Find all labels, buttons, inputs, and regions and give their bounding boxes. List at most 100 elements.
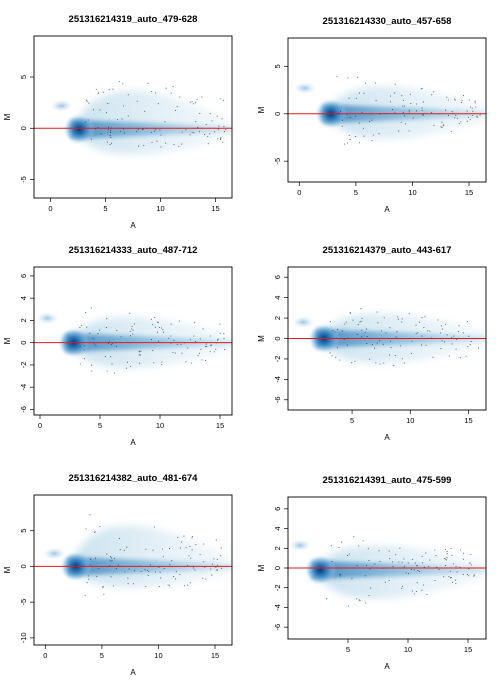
outlier-point bbox=[344, 323, 346, 325]
outlier-point bbox=[368, 559, 370, 562]
outlier-point bbox=[215, 348, 217, 350]
y-axis-label: M bbox=[257, 335, 266, 342]
outlier-point bbox=[365, 602, 367, 604]
outlier-point bbox=[161, 361, 163, 363]
outlier-point bbox=[115, 568, 117, 570]
outlier-point bbox=[462, 573, 464, 575]
outlier-point bbox=[137, 128, 139, 130]
outlier-point bbox=[179, 573, 181, 575]
outlier-point bbox=[420, 88, 422, 90]
outlier-point bbox=[360, 320, 362, 322]
panel-title: 251316214382_auto_481-674 bbox=[69, 473, 199, 484]
outlier-point bbox=[110, 356, 112, 358]
outlier-point bbox=[353, 536, 355, 538]
outlier-point bbox=[154, 316, 156, 318]
outlier-point bbox=[385, 332, 387, 334]
outlier-point bbox=[109, 560, 111, 562]
outlier-point bbox=[441, 340, 443, 342]
outlier-point bbox=[361, 317, 363, 319]
outlier-point bbox=[168, 585, 170, 587]
outlier-point bbox=[109, 564, 111, 567]
outlier-point bbox=[189, 338, 191, 340]
outlier-point bbox=[155, 128, 157, 130]
outlier-point bbox=[145, 585, 147, 588]
outlier-point bbox=[425, 344, 427, 346]
outlier-point bbox=[111, 142, 113, 144]
outlier-point bbox=[216, 339, 219, 341]
outlier-point bbox=[365, 82, 367, 84]
y-tick-label: 2 bbox=[273, 546, 282, 550]
outlier-point bbox=[185, 547, 187, 549]
outlier-point bbox=[150, 318, 152, 320]
outlier-point bbox=[88, 102, 90, 104]
outlier-point bbox=[133, 570, 135, 572]
y-axis-label: M bbox=[257, 564, 266, 571]
outlier-point bbox=[95, 88, 97, 91]
outlier-point bbox=[451, 343, 453, 345]
outlier-point bbox=[384, 581, 386, 583]
outlier-point bbox=[366, 335, 368, 338]
outlier-point bbox=[223, 131, 225, 133]
outlier-point bbox=[371, 119, 373, 121]
outlier-point bbox=[102, 586, 104, 588]
outlier-point bbox=[152, 324, 154, 326]
outlier-point bbox=[115, 345, 118, 347]
outlier-point bbox=[148, 570, 150, 572]
outlier-point bbox=[410, 352, 412, 354]
outlier-point bbox=[402, 585, 404, 587]
outlier-point bbox=[388, 354, 391, 356]
outlier-point bbox=[434, 579, 436, 582]
outlier-point bbox=[409, 93, 411, 95]
outlier-point bbox=[160, 146, 162, 148]
y-tick-label: -2 bbox=[273, 584, 282, 591]
outlier-point bbox=[111, 363, 113, 365]
outlier-point bbox=[156, 321, 158, 323]
x-tick-label: 15 bbox=[464, 645, 472, 654]
outlier-point bbox=[154, 571, 157, 573]
outlier-point bbox=[441, 328, 443, 330]
plot-area bbox=[34, 81, 232, 155]
outlier-point bbox=[332, 330, 334, 332]
outlier-point bbox=[129, 312, 131, 314]
outlier-point bbox=[349, 139, 351, 141]
outlier-point bbox=[461, 100, 463, 102]
y-tick-label: 6 bbox=[19, 274, 28, 278]
outlier-point bbox=[375, 362, 377, 364]
outlier-point bbox=[200, 348, 202, 350]
outlier-point bbox=[414, 562, 416, 564]
ma-panel: 251316214319_auto_479-628 0 5 10 15 -5 0 5 A M bbox=[3, 14, 233, 230]
outlier-point bbox=[213, 558, 215, 560]
outlier-point bbox=[106, 553, 108, 555]
outlier-point bbox=[206, 345, 208, 347]
outlier-point bbox=[195, 543, 197, 545]
outlier-point bbox=[106, 318, 108, 320]
outlier-point bbox=[437, 319, 439, 321]
y-tick-label: -4 bbox=[273, 376, 282, 383]
outlier-point bbox=[86, 326, 88, 328]
density-core bbox=[304, 554, 337, 585]
outlier-point bbox=[117, 564, 120, 566]
outlier-point bbox=[469, 119, 471, 121]
outlier-point bbox=[348, 97, 350, 99]
outlier-point bbox=[126, 361, 129, 363]
plot-frame bbox=[33, 266, 233, 416]
outlier-point bbox=[83, 358, 85, 360]
outlier-point bbox=[99, 329, 101, 331]
outlier-point bbox=[207, 143, 209, 145]
outlier-point bbox=[422, 101, 424, 103]
outlier-point bbox=[194, 102, 196, 104]
outlier-point bbox=[366, 342, 368, 345]
outlier-point bbox=[85, 121, 87, 123]
outlier-point bbox=[405, 123, 407, 125]
outlier-point bbox=[357, 324, 359, 326]
outlier-point bbox=[361, 111, 363, 114]
outlier-point bbox=[411, 340, 413, 342]
outlier-point bbox=[346, 344, 348, 346]
outlier-point bbox=[355, 136, 357, 138]
plot-area bbox=[288, 308, 486, 367]
y-tick-label: 4 bbox=[273, 526, 282, 530]
density-fan bbox=[73, 90, 232, 155]
outlier-point bbox=[335, 356, 337, 358]
outlier-point bbox=[168, 337, 170, 339]
